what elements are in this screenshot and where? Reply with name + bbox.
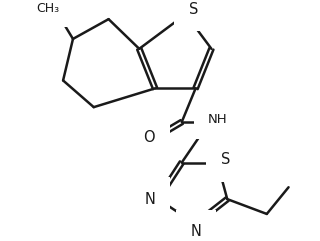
Text: CH₃: CH₃ bbox=[37, 2, 60, 15]
Text: N: N bbox=[145, 192, 156, 207]
Text: NH: NH bbox=[208, 113, 227, 126]
Text: O: O bbox=[143, 130, 155, 145]
Text: S: S bbox=[189, 2, 198, 17]
Text: S: S bbox=[220, 152, 230, 167]
Text: N: N bbox=[190, 224, 201, 239]
